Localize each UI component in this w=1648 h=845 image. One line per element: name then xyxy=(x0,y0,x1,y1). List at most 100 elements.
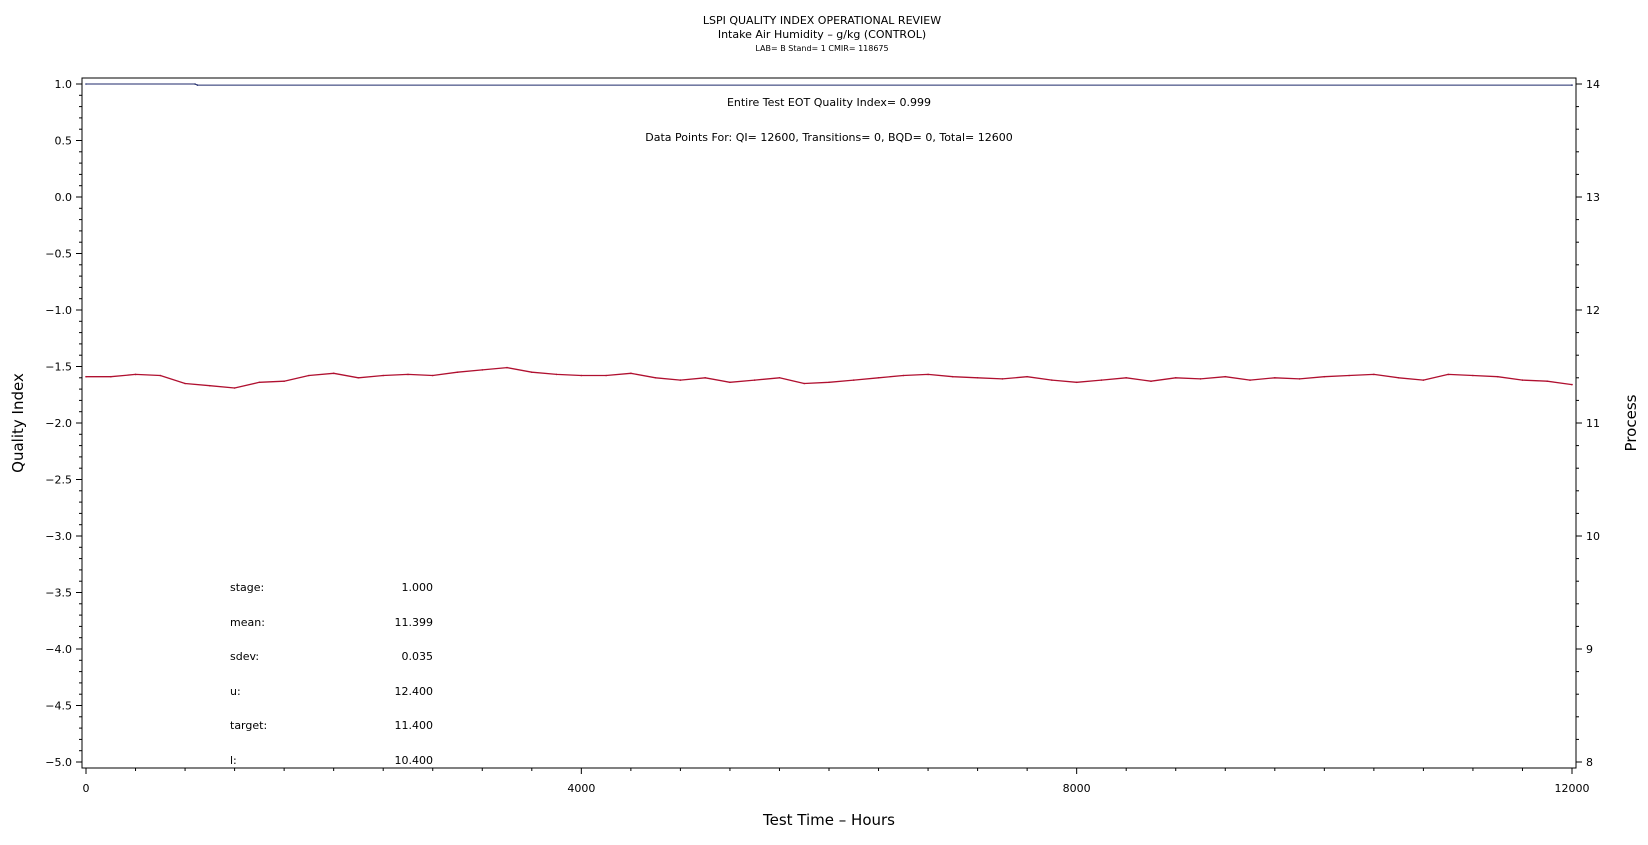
process-data-point xyxy=(1373,373,1375,376)
y-tick-label: 0.0 xyxy=(55,191,73,204)
process-data-point xyxy=(654,377,657,379)
stats-table: stage: 1.000 mean: 11.399 sdev: 0.035 u:… xyxy=(230,581,433,767)
y-tick-label: 1.0 xyxy=(55,78,73,91)
process-data-point xyxy=(1323,375,1326,378)
process-data-point xyxy=(803,382,805,385)
quality-index-data-point xyxy=(194,83,196,85)
process-data-point xyxy=(1150,380,1152,383)
process-data-point xyxy=(85,375,87,378)
y-tick-label: −3.0 xyxy=(45,530,72,543)
process-data-point xyxy=(1472,374,1474,377)
process-data-point xyxy=(1224,375,1227,378)
process-data-point xyxy=(853,379,855,381)
y-tick-label: −4.5 xyxy=(45,700,72,713)
stats-label: mean: xyxy=(230,616,265,629)
process-data-point xyxy=(1571,383,1573,386)
y2-tick-label: 14 xyxy=(1586,78,1600,91)
process-data-point xyxy=(1298,378,1301,380)
y-tick-label: −4.0 xyxy=(45,643,72,656)
process-data-point xyxy=(1274,377,1276,379)
x-tick-label: 12000 xyxy=(1555,782,1590,795)
stats-value: 0.035 xyxy=(402,650,434,663)
y2-tick-label: 8 xyxy=(1586,756,1593,769)
process-data-point xyxy=(308,374,310,377)
stats-value: 12.400 xyxy=(395,685,434,698)
process-data-point xyxy=(1422,379,1425,381)
quality-index-series-line xyxy=(86,83,1572,86)
process-data-point xyxy=(1546,380,1548,383)
process-data-point xyxy=(1125,377,1127,379)
stats-label: l: xyxy=(230,754,237,767)
process-data-point xyxy=(1521,379,1524,381)
process-data-point xyxy=(134,373,137,376)
y2-tick-label: 9 xyxy=(1586,643,1593,656)
stats-label: sdev: xyxy=(230,650,259,663)
process-data-point xyxy=(1051,379,1053,381)
x-axis-label: Test Time – Hours xyxy=(762,811,895,829)
process-data-point xyxy=(1100,379,1103,381)
quality-index-data-point xyxy=(1571,84,1573,86)
y-tick-label: −2.5 xyxy=(45,474,72,487)
y2-tick-label: 13 xyxy=(1586,191,1600,204)
quality-index-data-point xyxy=(196,84,199,86)
process-data-point xyxy=(753,379,756,381)
process-data-point xyxy=(902,374,905,377)
process-data-point xyxy=(729,381,731,384)
process-data-point xyxy=(531,371,533,374)
y-tick-label: −3.5 xyxy=(45,587,72,600)
process-data-point xyxy=(1249,379,1251,381)
stats-value: 11.399 xyxy=(395,616,434,629)
process-data-point xyxy=(283,380,285,383)
process-data-point xyxy=(1174,377,1177,379)
process-data-point xyxy=(506,366,508,369)
process-data-point xyxy=(1199,378,1202,380)
y-tick-label: −0.5 xyxy=(45,248,72,261)
x-tick-label: 0 xyxy=(83,782,90,795)
process-data-point xyxy=(1075,381,1078,384)
plot-frame xyxy=(81,77,1577,769)
chart-meta: LAB= B Stand= 1 CMIR= 118675 xyxy=(755,44,888,53)
stats-label: stage: xyxy=(230,581,264,594)
process-data-point xyxy=(1001,378,1004,380)
data-points-annotation: Data Points For: QI= 12600, Transitions=… xyxy=(645,131,1013,144)
process-data-point xyxy=(481,369,484,371)
process-data-point xyxy=(828,381,830,384)
x-tick-label: 8000 xyxy=(1063,782,1091,795)
y-tick-label: −2.0 xyxy=(45,417,72,430)
process-data-point xyxy=(630,372,632,375)
process-data-point xyxy=(1447,373,1449,376)
process-data-point xyxy=(605,374,607,377)
y2-axis-label: Process xyxy=(1622,394,1640,451)
process-data-point xyxy=(110,375,112,378)
chart-subtitle: Intake Air Humidity – g/kg (CONTROL) xyxy=(718,28,926,41)
y2-tick-label: 11 xyxy=(1586,417,1600,430)
y-axis-label: Quality Index xyxy=(9,373,27,473)
process-data-point xyxy=(357,377,360,379)
quality-index-data-point xyxy=(85,83,87,85)
process-data-point xyxy=(332,372,335,375)
process-data-point xyxy=(1348,374,1350,377)
stats-value: 10.400 xyxy=(395,754,434,767)
process-data-point xyxy=(382,374,385,377)
y2-tick-label: 12 xyxy=(1586,304,1600,317)
chart-title: LSPI QUALITY INDEX OPERATIONAL REVIEW xyxy=(703,14,941,27)
stats-value: 11.400 xyxy=(395,719,434,732)
process-data-point xyxy=(1026,375,1028,378)
y2-tick-label: 10 xyxy=(1586,530,1600,543)
stats-label: u: xyxy=(230,685,241,698)
process-data-point xyxy=(431,374,434,377)
y-tick-label: −5.0 xyxy=(45,756,72,769)
y-tick-label: −1.0 xyxy=(45,304,72,317)
process-data-point xyxy=(1397,377,1400,379)
stats-value: 1.000 xyxy=(402,581,434,594)
process-data-point xyxy=(976,377,979,379)
y-tick-label: −1.5 xyxy=(45,361,72,374)
eot-annotation: Entire Test EOT Quality Index= 0.999 xyxy=(727,96,931,109)
process-data-point xyxy=(778,377,781,379)
process-series-line xyxy=(86,366,1573,389)
process-data-point xyxy=(1496,375,1499,378)
process-data-point xyxy=(233,387,236,389)
process-data-point xyxy=(877,377,880,379)
process-data-point xyxy=(704,377,706,379)
